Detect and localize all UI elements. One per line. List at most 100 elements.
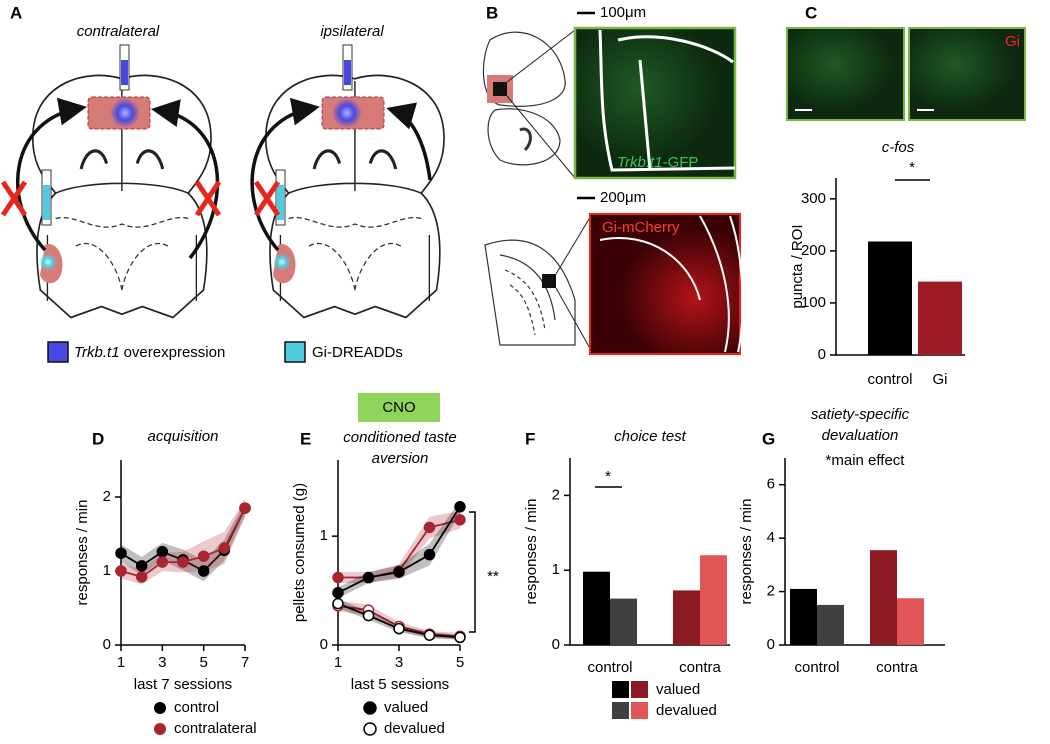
panel-label: A	[10, 3, 22, 22]
legend-label: Trkb.t1 overexpression	[74, 344, 225, 361]
image-outline	[599, 215, 744, 353]
roi-box	[542, 274, 556, 288]
bar	[583, 571, 610, 645]
bar	[673, 590, 700, 645]
marker	[332, 571, 344, 584]
cno-label: CNO	[382, 399, 415, 416]
legend-swatch	[612, 702, 629, 719]
chart-title: conditioned taste	[343, 429, 456, 446]
legend-swatch	[631, 681, 648, 698]
marker	[332, 587, 344, 599]
bar	[918, 281, 962, 355]
x-tick-label: 5	[456, 654, 464, 671]
y-axis-label: puncta / ROI	[789, 224, 806, 308]
y-tick-label: 4	[767, 529, 775, 546]
brain-title: ipsilateral	[320, 23, 384, 40]
legend-marker	[363, 722, 377, 736]
brain-right	[250, 44, 446, 320]
section-sketch	[482, 31, 576, 346]
microscopy-image	[786, 27, 905, 121]
legend-swatch	[631, 702, 648, 719]
bar	[700, 555, 727, 645]
marker	[197, 550, 210, 562]
y-axis-label: responses / min	[74, 500, 91, 606]
panel-label: B	[486, 3, 498, 22]
y-tick-label: 1	[552, 561, 560, 578]
legend-marker	[154, 702, 166, 714]
panel-label: D	[92, 429, 104, 448]
x-tick-label: 1	[334, 654, 342, 671]
marker	[197, 565, 210, 577]
marker	[454, 501, 466, 513]
error-band	[121, 499, 245, 585]
bar	[610, 598, 637, 645]
y-axis-label: pellets consumed (g)	[291, 483, 308, 622]
marker	[423, 521, 436, 534]
legend-swatch	[612, 681, 629, 698]
bar	[897, 598, 924, 645]
x-tick-label: contra	[679, 659, 721, 676]
legend-marker	[154, 723, 166, 735]
annotation: *main effect	[826, 452, 906, 469]
chart-title: choice test	[614, 428, 687, 445]
zoom-line	[506, 29, 593, 353]
chart-title: c-fos	[882, 139, 915, 156]
marker	[115, 547, 127, 559]
legend-label: control	[174, 699, 219, 716]
significance-bracket	[469, 511, 476, 633]
marker	[454, 631, 466, 644]
bar	[790, 588, 817, 645]
brain-left	[0, 44, 222, 320]
marker	[115, 565, 127, 577]
chart-title: devaluation	[822, 427, 899, 444]
y-tick-label: 2	[103, 488, 111, 505]
scale-label: 200μm	[600, 189, 646, 206]
y-tick-label: 300	[801, 190, 826, 207]
y-axis-label: responses / min	[523, 499, 540, 605]
y-tick-label: 0	[767, 636, 775, 653]
microscopy-image	[908, 27, 1026, 121]
marker	[135, 571, 148, 583]
marker	[454, 514, 466, 526]
y-tick-label: 200	[801, 242, 826, 259]
roi-box	[493, 82, 507, 96]
x-tick-label: 3	[395, 654, 403, 671]
legend-swatch	[284, 341, 306, 363]
scale-label: 100μm	[600, 4, 646, 21]
marker	[239, 502, 251, 514]
y-tick-label: 0	[103, 636, 111, 653]
annotation: *	[605, 468, 611, 485]
legend-label: Gi-DREADDs	[312, 344, 403, 361]
brain-title: contralateral	[77, 23, 160, 40]
bar	[817, 604, 844, 645]
y-tick-label: 6	[767, 476, 775, 493]
x-axis-label: last 5 sessions	[351, 676, 449, 693]
x-tick-label: 3	[158, 654, 166, 671]
y-tick-label: 2	[552, 486, 560, 503]
panel-label: C	[805, 3, 817, 22]
y-tick-label: 100	[801, 294, 826, 311]
x-tick-label: 7	[241, 654, 249, 671]
x-tick-label: contra	[876, 659, 918, 676]
cno-box	[358, 393, 440, 422]
image-outline	[598, 29, 736, 172]
marker	[362, 609, 375, 622]
bar	[868, 241, 912, 355]
image-label: Trkb.t1-GFP	[617, 154, 698, 171]
panel-label: E	[300, 429, 311, 448]
marker	[135, 560, 148, 572]
y-tick-label: 2	[767, 583, 775, 600]
chart-title: aversion	[372, 450, 429, 467]
image-label: Gi-mCherry	[602, 219, 680, 236]
panel-label: G	[762, 429, 775, 448]
marker	[177, 556, 189, 568]
marker	[156, 546, 169, 558]
x-tick-label: control	[867, 371, 912, 388]
panel-label: F	[525, 429, 535, 448]
marker	[362, 571, 375, 584]
annotation: **	[487, 568, 499, 585]
y-tick-label: 1	[320, 527, 328, 544]
x-tick-label: control	[794, 659, 839, 676]
annotation: *	[909, 159, 915, 176]
